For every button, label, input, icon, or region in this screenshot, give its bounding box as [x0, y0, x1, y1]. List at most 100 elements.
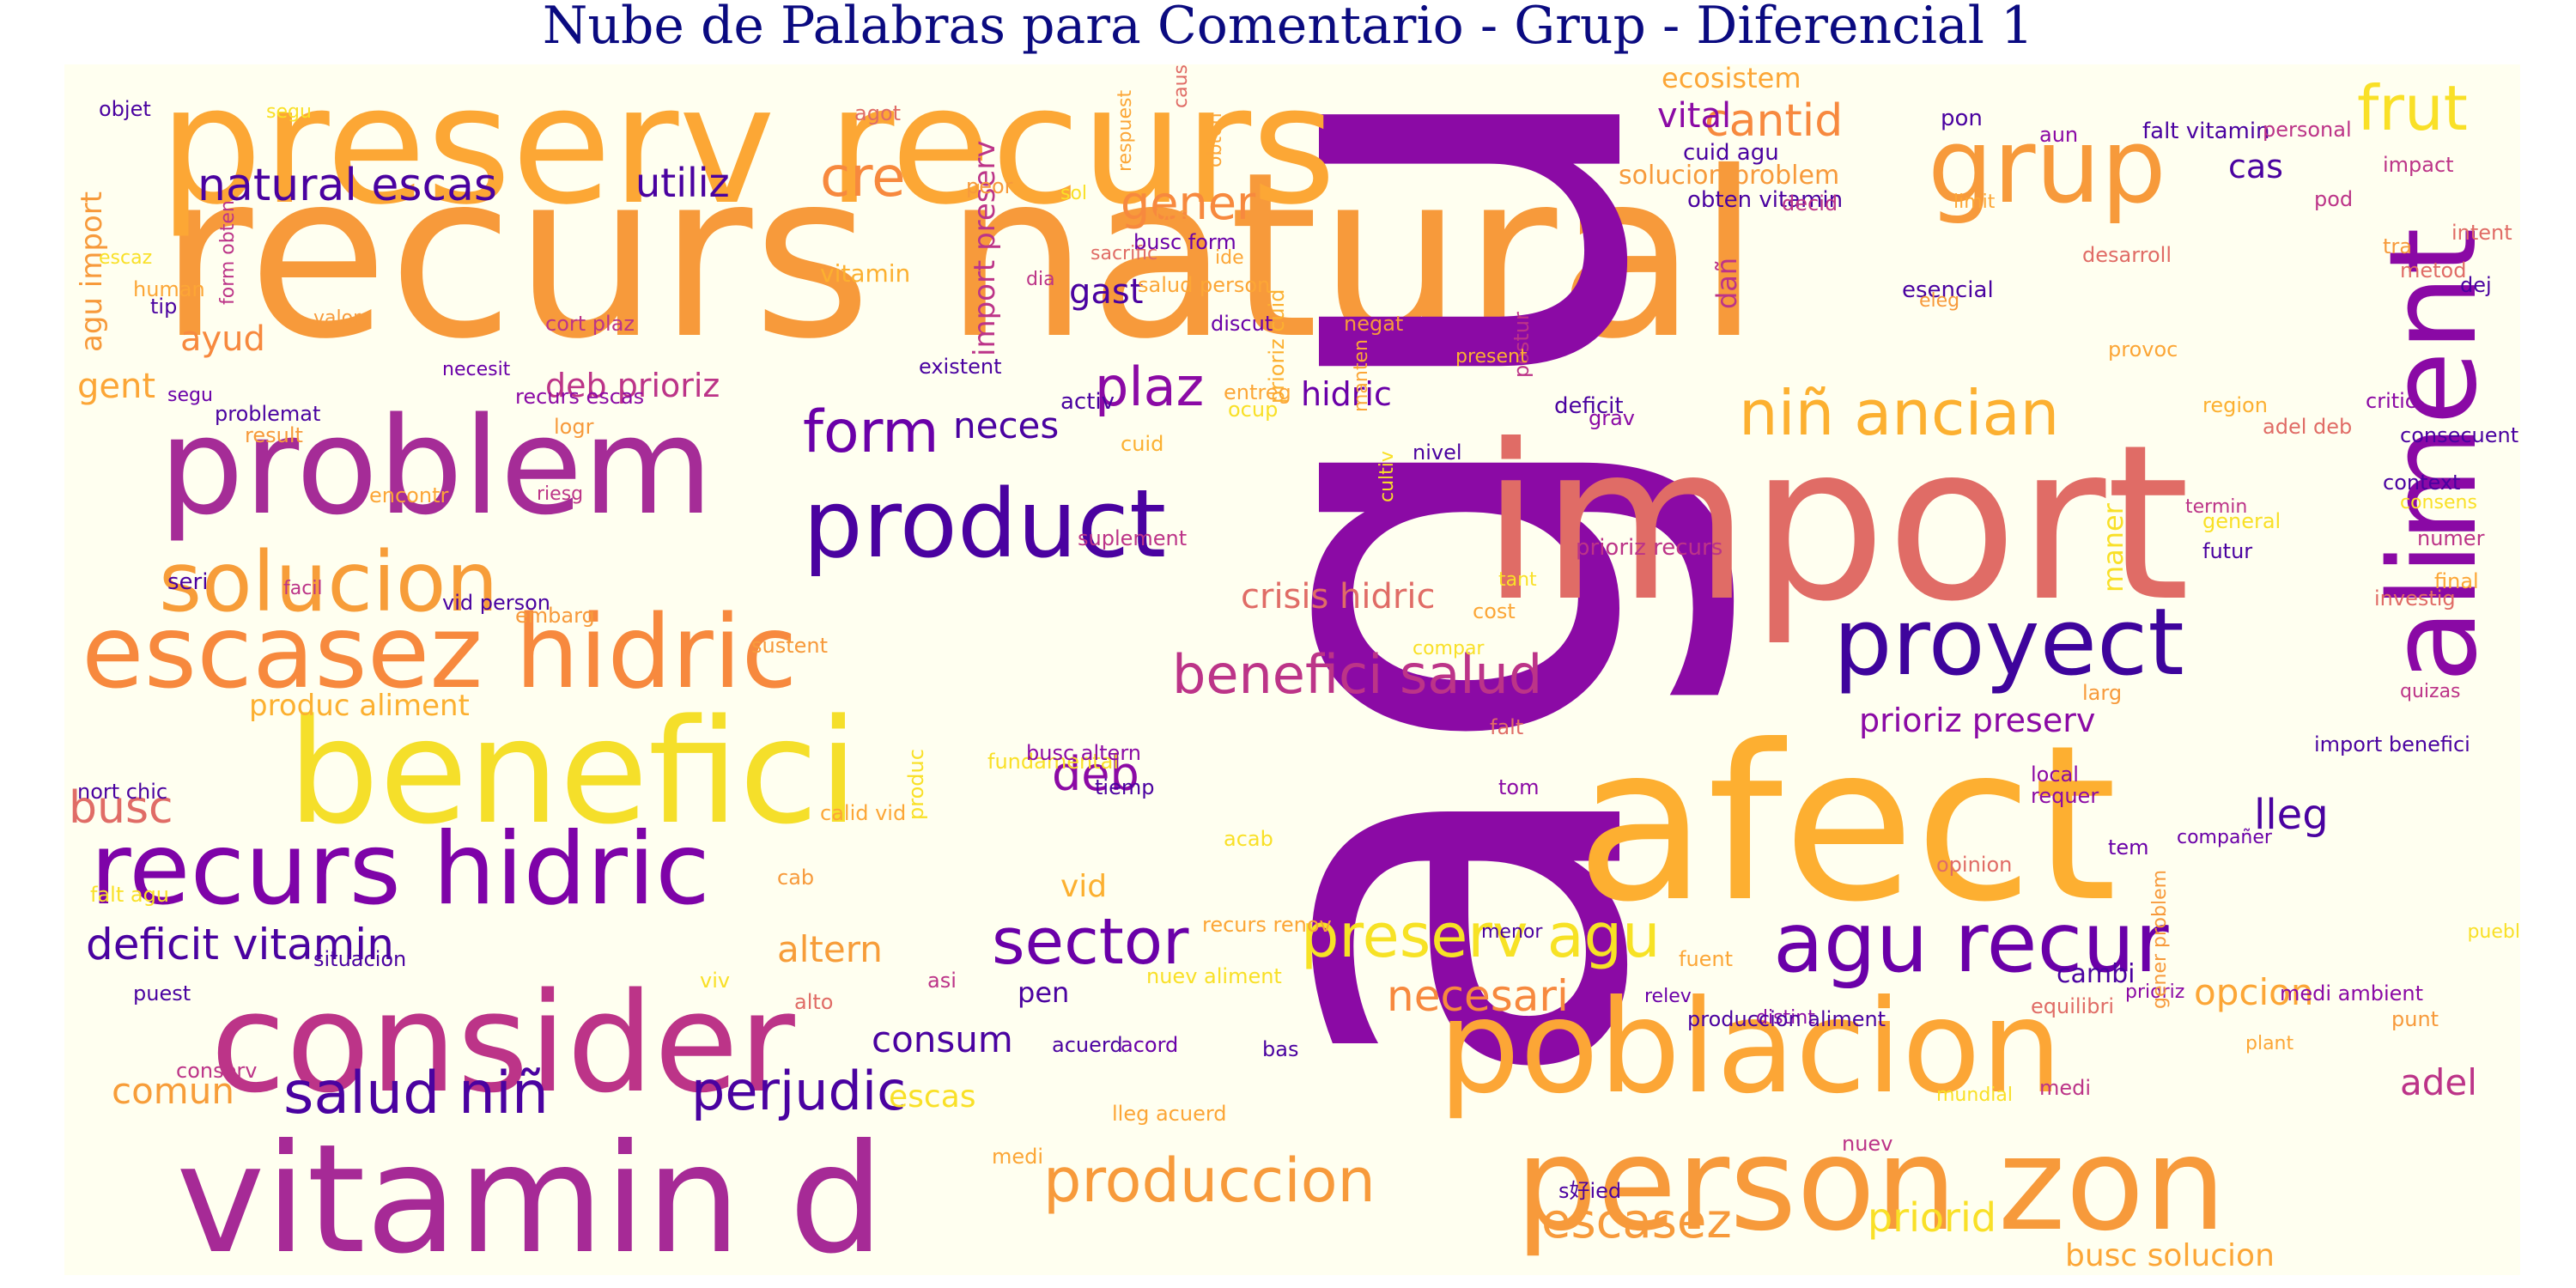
word-personal: personal — [2263, 118, 2352, 142]
word-desarroll: desarroll — [2082, 243, 2172, 267]
word-existent: existent — [919, 355, 1002, 379]
word-relev: relev — [1644, 986, 1692, 1007]
word-busc-solucion: busc solucion — [2065, 1238, 2275, 1273]
word-vid-person: vid person — [442, 591, 550, 615]
word-busc-altern: busc altern — [1026, 741, 1141, 765]
word-esencial: esencial — [1902, 277, 1994, 303]
word-quizas: quizas — [2400, 681, 2461, 702]
word-adel: adel — [2400, 1061, 2477, 1103]
word-nivel: nivel — [1413, 440, 1462, 465]
word-region: region — [2202, 393, 2268, 417]
word-peor: peor — [966, 174, 1013, 198]
word-gast: gast — [1069, 272, 1144, 312]
word-natural-escas: natural escas — [197, 160, 498, 211]
word-deficit-vitamin: deficit vitamin — [86, 920, 394, 969]
word-necesari: necesari — [1387, 971, 1569, 1021]
word-cantid: cantid — [1704, 95, 1844, 147]
word-vital: vital — [1657, 96, 1732, 136]
word-produc: produc — [904, 749, 928, 820]
word-solucion-problem: solucion problem — [1619, 161, 1840, 191]
word-acab: acab — [1224, 827, 1273, 851]
word-gener-problem: gener problem — [2149, 869, 2171, 1009]
word-cultiv: cultiv — [1376, 451, 1398, 502]
word-mundial: mundial — [1936, 1084, 2013, 1106]
word-benefici: benefici — [288, 688, 859, 856]
word-hidric: hidric — [1301, 375, 1392, 413]
word-general: general — [2202, 509, 2281, 533]
word-produccion: produccion — [1043, 1145, 1376, 1216]
word-compañer: compañer — [2177, 827, 2272, 848]
word-form-obten: form obten — [217, 200, 239, 305]
word-opinion: opinion — [1936, 853, 2013, 877]
word-neces: neces — [953, 404, 1060, 447]
word-alto: alto — [794, 990, 834, 1014]
word-s-ied: s好ied — [1558, 1179, 1622, 1203]
word-context: context — [2383, 471, 2461, 495]
word-solucion: solucion — [159, 534, 499, 630]
word-grup: grup — [1928, 107, 2166, 227]
word-ocup: ocup — [1228, 398, 1279, 422]
word-afect: afect — [1576, 699, 2117, 949]
word-prioriz-preserv: prioriz preserv — [1859, 702, 2096, 739]
word-puebl: puebl — [2467, 921, 2520, 943]
word-pas: pas — [1155, 204, 1188, 226]
word-requer: requer — [2031, 784, 2099, 808]
word-nort-chic: nort chic — [77, 780, 168, 804]
word-encontr: encontr — [369, 483, 449, 507]
word-discut: discut — [1211, 312, 1273, 336]
word-metod: metod — [2400, 258, 2467, 283]
word-decid: decid — [1782, 191, 1838, 216]
word-cab: cab — [777, 866, 815, 890]
word-import-benefici: import benefici — [2314, 732, 2470, 756]
word-eleg: eleg — [1919, 290, 1960, 312]
word-pod: pod — [2314, 187, 2354, 211]
word-medi-ambient: medi ambient — [2280, 981, 2424, 1005]
word-consum: consum — [872, 1018, 1013, 1060]
word-escaz: escaz — [99, 247, 153, 269]
word-critic: critic — [2366, 389, 2417, 413]
word-cas: cas — [2228, 148, 2283, 185]
word-logr: logr — [554, 415, 594, 439]
word-import: import — [1481, 398, 2190, 648]
word-respuest: respuest — [1115, 89, 1136, 172]
word-altern: altern — [777, 928, 883, 970]
word-seri: seri — [167, 569, 209, 595]
word-local: local — [2031, 762, 2079, 787]
word-plaz: plaz — [1095, 355, 1205, 418]
word-recurs-natural: recurs natural — [159, 123, 1761, 389]
word-poblacion: poblacion — [1438, 973, 2063, 1122]
word-activ: activ — [1060, 389, 1115, 415]
word-import-preserv: import preserv — [968, 140, 1002, 356]
word-punt: punt — [2391, 1007, 2439, 1031]
word-escasez: escasez — [1541, 1194, 1732, 1249]
word-tem: tem — [2108, 835, 2149, 860]
word-vitamin: vitamin — [820, 259, 911, 288]
word-sacrific: sacrific — [1091, 243, 1158, 264]
word-agu-import: agu import — [75, 191, 109, 352]
word-present: present — [1455, 346, 1528, 368]
word-dia: dia — [1026, 269, 1055, 290]
word-numer: numer — [2417, 526, 2485, 550]
word-dañ: dañ — [1710, 257, 1743, 309]
word-recurs-hidric: recurs hidric — [90, 811, 710, 927]
word-pen: pen — [1018, 976, 1070, 1009]
word-sector: sector — [992, 905, 1189, 979]
word-medi: medi — [2039, 1076, 2092, 1100]
word-obten: obten — [1205, 112, 1226, 167]
word-deb: deb — [1052, 747, 1139, 801]
word-sol: sol — [1060, 183, 1088, 204]
word-embarg: embarg — [515, 604, 595, 628]
word-puest: puest — [133, 981, 191, 1005]
word-facil: facil — [283, 578, 323, 599]
word-ide: ide — [1215, 247, 1244, 269]
word-tom: tom — [1498, 775, 1540, 799]
word-escasez-hidric: escasez hidric — [82, 592, 798, 711]
word-form: form — [803, 398, 939, 466]
word-acord: acord — [1121, 1033, 1179, 1057]
word-intent: intent — [2451, 221, 2512, 245]
word-cost: cost — [1473, 599, 1516, 623]
word-opcion: opcion — [2194, 971, 2314, 1013]
word-prioriz: prioriz — [2125, 981, 2185, 1003]
word-benefici-salud: benefici salud — [1172, 643, 1543, 706]
word-grav: grav — [1589, 406, 1636, 430]
